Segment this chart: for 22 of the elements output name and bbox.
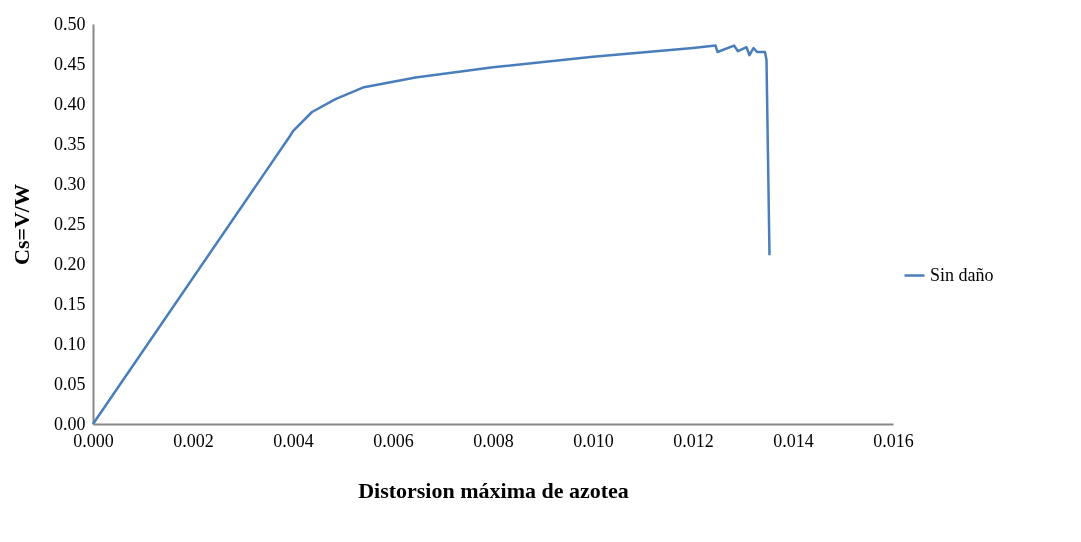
y-tick-label: 0.15 — [54, 293, 86, 314]
y-tick-label: 0.40 — [54, 93, 86, 114]
y-tick-label: 0.35 — [54, 133, 86, 154]
x-tick-label: 0.008 — [473, 430, 514, 451]
legend-label: Sin daño — [930, 264, 994, 285]
y-tick-label: 0.25 — [54, 213, 86, 234]
y-axis-title: Cs=V/W — [9, 184, 34, 265]
y-tick-label: 0.45 — [54, 53, 86, 74]
x-tick-label: 0.002 — [173, 430, 214, 451]
y-tick-label: 0.50 — [54, 13, 86, 34]
x-tick-label: 0.016 — [873, 430, 914, 451]
x-tick-label: 0.010 — [573, 430, 614, 451]
y-tick-label: 0.20 — [54, 253, 86, 274]
x-tick-label: 0.006 — [373, 430, 414, 451]
x-tick-label: 0.014 — [773, 430, 814, 451]
y-tick-label: 0.30 — [54, 173, 86, 194]
x-axis-title: Distorsion máxima de azotea — [358, 477, 629, 503]
x-tick-label: 0.004 — [273, 430, 314, 451]
line-series — [91, 44, 771, 426]
y-tick-label: 0.10 — [54, 333, 86, 354]
x-tick-label: 0.012 — [673, 430, 714, 451]
y-tick-label: 0.05 — [54, 373, 86, 394]
